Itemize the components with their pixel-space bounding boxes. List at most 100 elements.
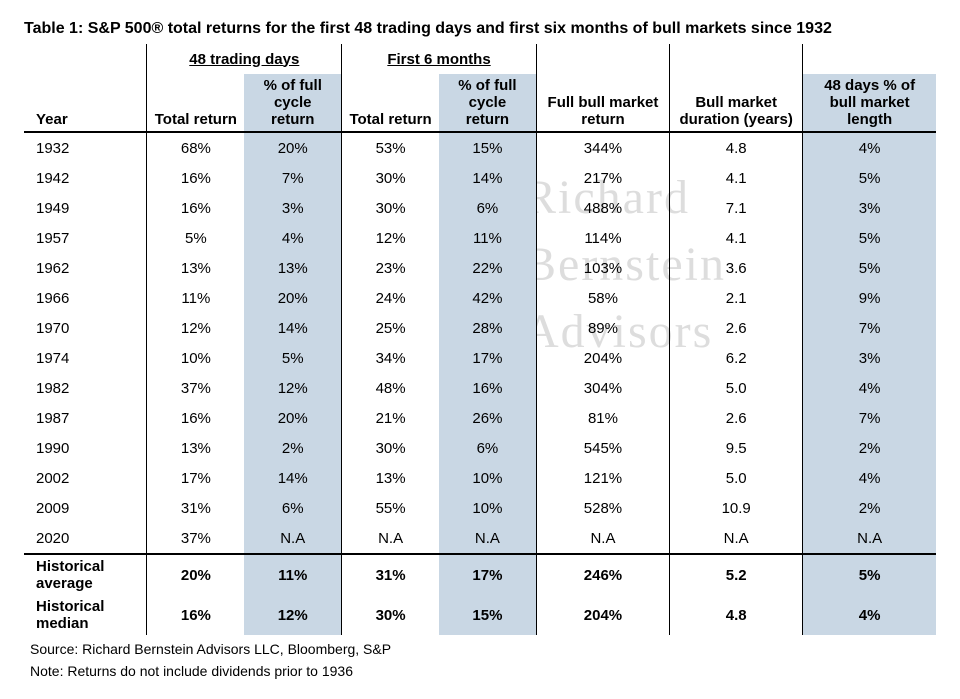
cell-pct6m: 14%: [439, 163, 536, 193]
cell-tr48: 16%: [147, 193, 244, 223]
cell-fullret: 58%: [536, 283, 669, 313]
cell-tr48: 37%: [147, 373, 244, 403]
cell-tr48: 16%: [147, 403, 244, 433]
cell-tr6m: 55%: [342, 493, 439, 523]
cell-pct48: 2%: [244, 433, 341, 463]
col-fullret: Full bull market return: [536, 74, 669, 132]
cell-duration: 4.1: [670, 223, 803, 253]
cell-pct6m: 6%: [439, 193, 536, 223]
cell-year: 1962: [24, 253, 147, 283]
cell-pct6m: 17%: [439, 343, 536, 373]
cell-fullret: N.A: [536, 523, 669, 554]
cell-tr48: 12%: [147, 313, 244, 343]
cell-fullret: 114%: [536, 223, 669, 253]
cell-fullret: 81%: [536, 403, 669, 433]
cell-pct6m: 22%: [439, 253, 536, 283]
cell-year: 1970: [24, 313, 147, 343]
cell-duration: 7.1: [670, 193, 803, 223]
cell-duration: 2.6: [670, 403, 803, 433]
cell-tr48: 13%: [147, 253, 244, 283]
summary-fullret: 246%: [536, 554, 669, 595]
cell-fullret: 121%: [536, 463, 669, 493]
cell-pctlen: 5%: [803, 253, 936, 283]
cell-pct6m: 28%: [439, 313, 536, 343]
cell-tr6m: 30%: [342, 433, 439, 463]
cell-tr6m: 48%: [342, 373, 439, 403]
cell-duration: 5.0: [670, 373, 803, 403]
table-body: 193268%20%53%15%344%4.84%194216%7%30%14%…: [24, 132, 936, 554]
cell-tr6m: 24%: [342, 283, 439, 313]
cell-pctlen: 5%: [803, 163, 936, 193]
cell-year: 1966: [24, 283, 147, 313]
cell-pctlen: 7%: [803, 403, 936, 433]
group-6months: First 6 months: [342, 44, 537, 74]
cell-tr6m: 53%: [342, 132, 439, 163]
cell-fullret: 304%: [536, 373, 669, 403]
table-row: 194216%7%30%14%217%4.15%: [24, 163, 936, 193]
summary-pctlen: 4%: [803, 595, 936, 635]
summary-tr6m: 31%: [342, 554, 439, 595]
table-row: 198237%12%48%16%304%5.04%: [24, 373, 936, 403]
cell-year: 1990: [24, 433, 147, 463]
cell-pct48: 4%: [244, 223, 341, 253]
cell-pct6m: 10%: [439, 463, 536, 493]
column-header-row: Year Total return % of full cycle return…: [24, 74, 936, 132]
cell-duration: 6.2: [670, 343, 803, 373]
table-row: 200217%14%13%10%121%5.04%: [24, 463, 936, 493]
cell-pctlen: 5%: [803, 223, 936, 253]
cell-pct48: 5%: [244, 343, 341, 373]
cell-tr48: 31%: [147, 493, 244, 523]
summary-pctlen: 5%: [803, 554, 936, 595]
summary-tr6m: 30%: [342, 595, 439, 635]
cell-pct48: 20%: [244, 283, 341, 313]
col-pct48: % of full cycle return: [244, 74, 341, 132]
summary-fullret: 204%: [536, 595, 669, 635]
cell-fullret: 545%: [536, 433, 669, 463]
summary-duration: 5.2: [670, 554, 803, 595]
cell-pct6m: 26%: [439, 403, 536, 433]
cell-pct6m: 11%: [439, 223, 536, 253]
table-row: 202037%N.AN.AN.AN.AN.AN.A: [24, 523, 936, 554]
cell-pctlen: 4%: [803, 373, 936, 403]
summary-tr48: 20%: [147, 554, 244, 595]
cell-tr48: 16%: [147, 163, 244, 193]
cell-tr6m: 21%: [342, 403, 439, 433]
cell-pctlen: 2%: [803, 493, 936, 523]
cell-fullret: 89%: [536, 313, 669, 343]
cell-pct48: 14%: [244, 463, 341, 493]
summary-pct48: 11%: [244, 554, 341, 595]
col-pct6m: % of full cycle return: [439, 74, 536, 132]
table-row: 197410%5%34%17%204%6.23%: [24, 343, 936, 373]
cell-pct48: 14%: [244, 313, 341, 343]
cell-duration: 10.9: [670, 493, 803, 523]
cell-year: 2009: [24, 493, 147, 523]
cell-pctlen: N.A: [803, 523, 936, 554]
cell-pct48: 6%: [244, 493, 341, 523]
cell-pctlen: 7%: [803, 313, 936, 343]
summary-row: Historical average20%11%31%17%246%5.25%: [24, 554, 936, 595]
cell-pctlen: 3%: [803, 343, 936, 373]
footnote-note: Note: Returns do not include dividends p…: [24, 663, 936, 679]
cell-tr6m: 30%: [342, 193, 439, 223]
cell-pct48: 20%: [244, 403, 341, 433]
cell-year: 1932: [24, 132, 147, 163]
summary-pct48: 12%: [244, 595, 341, 635]
footnote-source: Source: Richard Bernstein Advisors LLC, …: [24, 641, 936, 657]
summary-label: Historical average: [24, 554, 147, 595]
summary-row: Historical median16%12%30%15%204%4.84%: [24, 595, 936, 635]
summary-tr48: 16%: [147, 595, 244, 635]
cell-year: 1987: [24, 403, 147, 433]
cell-tr48: 68%: [147, 132, 244, 163]
cell-pct48: 3%: [244, 193, 341, 223]
cell-tr48: 5%: [147, 223, 244, 253]
summary-pct6m: 15%: [439, 595, 536, 635]
cell-year: 2002: [24, 463, 147, 493]
summary-label: Historical median: [24, 595, 147, 635]
cell-fullret: 344%: [536, 132, 669, 163]
cell-pct6m: 16%: [439, 373, 536, 403]
col-duration: Bull market duration (years): [670, 74, 803, 132]
cell-year: 2020: [24, 523, 147, 554]
cell-pct6m: 10%: [439, 493, 536, 523]
table-row: 196611%20%24%42%58%2.19%: [24, 283, 936, 313]
cell-year: 1949: [24, 193, 147, 223]
